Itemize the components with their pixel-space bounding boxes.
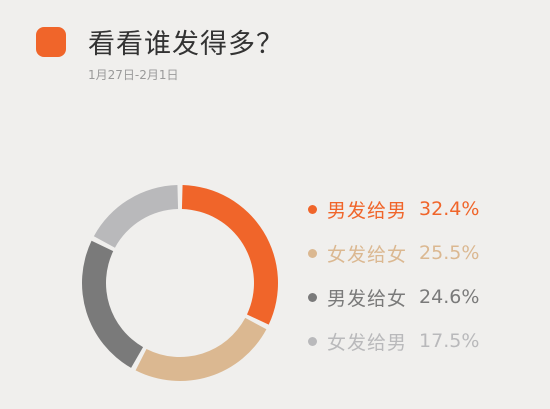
legend-item: 女发给男 17.5%	[304, 328, 479, 354]
legend-value: 24.6%	[419, 286, 480, 308]
legend-item: 男发给男 32.4%	[304, 196, 479, 222]
legend-dot	[308, 204, 317, 214]
legend-label: 女发给男	[327, 331, 408, 354]
page-title: 看看谁发得多？	[88, 29, 284, 60]
legend-label: 女发给女	[327, 243, 408, 266]
legend-value: 17.5%	[419, 330, 480, 352]
legend-label: 男发给女	[327, 287, 408, 310]
header-badge	[36, 27, 66, 57]
donut-slice	[181, 185, 278, 325]
legend: 男发给男 32.4% 女发给女 25.5% 男发给女 24.6% 女发给男 17…	[304, 196, 479, 372]
legend-value: 32.4%	[419, 198, 480, 220]
legend-item: 女发给女 25.5%	[304, 240, 479, 266]
legend-value: 25.5%	[419, 242, 480, 264]
legend-dot	[308, 248, 317, 258]
date-range: 1月27日-2月1日	[88, 68, 179, 82]
donut-slice	[93, 185, 179, 248]
legend-item: 男发给女 24.6%	[304, 284, 479, 310]
donut-slice	[135, 317, 267, 381]
legend-dot	[308, 292, 317, 302]
legend-label: 男发给男	[327, 199, 408, 222]
legend-dot	[308, 336, 317, 346]
donut-slice	[81, 240, 144, 368]
